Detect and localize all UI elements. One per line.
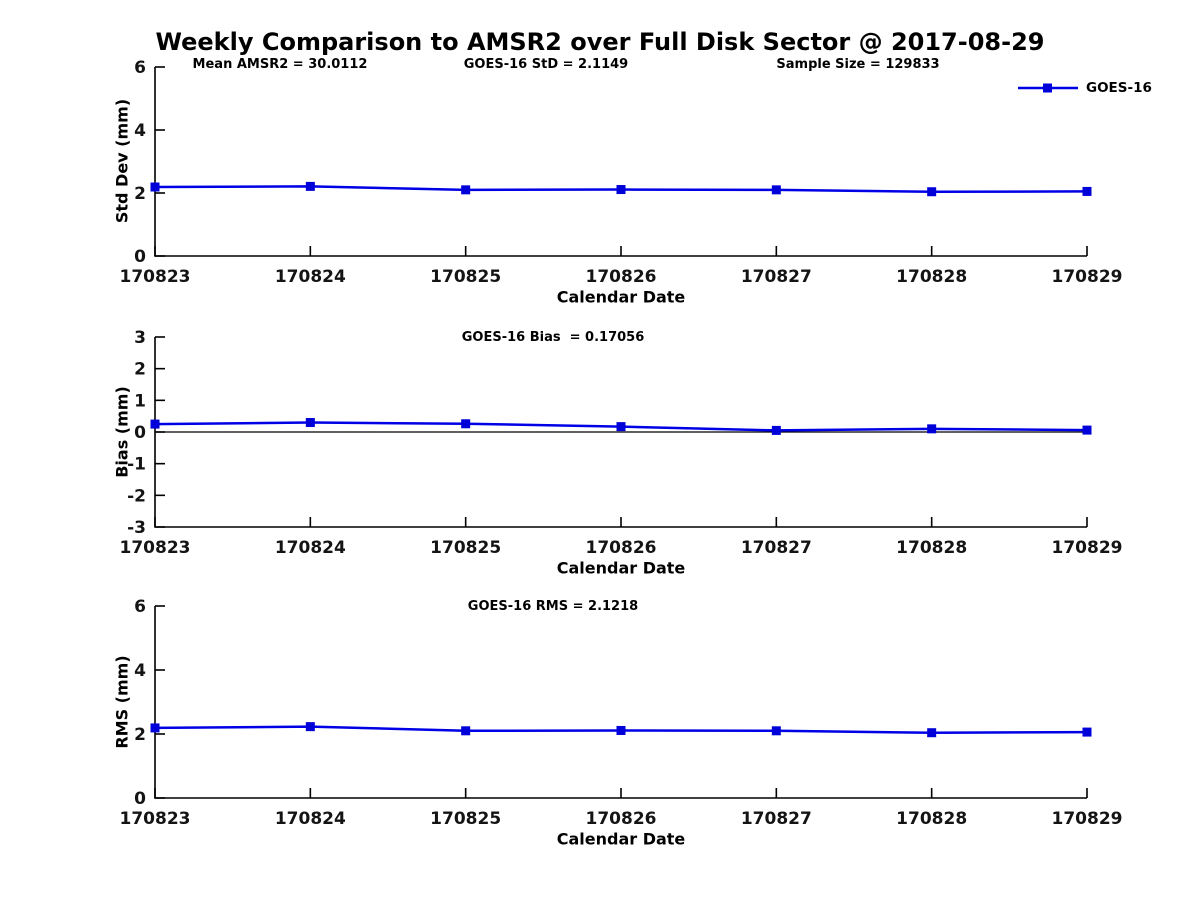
bias-plot-data-marker (461, 419, 471, 429)
bias-plot-title: GOES-16 Bias = 0.17056 (461, 330, 645, 345)
rms-plot-data-marker (150, 723, 160, 733)
rms-plot-axes-frame (154, 606, 1087, 799)
rms-x-axis-label: Calendar Date (556, 829, 686, 849)
bias-plot-x-tick-label: 170829 (1052, 538, 1123, 558)
stddev-y-axis-label: Std Dev (mm) (112, 98, 132, 224)
rms-plot-x-tick-label: 170824 (275, 809, 346, 829)
std-dev-plot-data-marker (150, 182, 160, 192)
rms-plot-x-tick-label: 170826 (586, 809, 657, 829)
figure-title: Weekly Comparison to AMSR2 over Full Dis… (155, 28, 1045, 56)
std-dev-plot-y-tick-label: 0 (134, 247, 146, 267)
std-dev-plot-data-marker (927, 187, 937, 197)
bias-plot-x-tick-label: 170824 (275, 538, 346, 558)
bias-plot-data-marker (616, 422, 626, 432)
rms-plot-x-tick-label: 170829 (1052, 809, 1123, 829)
rms-plot-title: GOES-16 RMS = 2.1218 (467, 599, 639, 614)
rms-plot-x-tick-label: 170825 (430, 809, 501, 829)
bias-plot-x-tick-label: 170823 (120, 538, 191, 558)
std-dev-plot-x-tick-label: 170828 (896, 267, 967, 287)
bias-plot-data-marker (771, 425, 781, 435)
rms-plot-data-marker (1082, 727, 1092, 737)
rms-plot-x-tick-label: 170823 (120, 809, 191, 829)
std-dev-plot-x-tick-label: 170824 (275, 267, 346, 287)
rms-plot-x-tick-label: 170827 (741, 809, 812, 829)
bias-plot-x-tick-label: 170827 (741, 538, 812, 558)
std-dev-plot-y-tick-label: 6 (134, 58, 146, 78)
bias-plot-data-marker (927, 424, 937, 434)
bias-plot-y-tick-label: -2 (127, 486, 146, 506)
rms-plot-y-tick-label: 0 (134, 789, 146, 809)
bias-x-axis-label: Calendar Date (556, 558, 686, 578)
std-dev-plot-x-tick-label: 170826 (586, 267, 657, 287)
annotation-sample-size: Sample Size = 129833 (776, 57, 940, 72)
std-dev-plot-data-marker (616, 185, 626, 195)
rms-y-axis-label: RMS (mm) (112, 655, 132, 749)
bias-plot-data-marker (150, 419, 160, 429)
std-dev-plot-data-marker (461, 185, 471, 195)
annotation-goes16-std: GOES-16 StD = 2.1149 (463, 57, 629, 72)
bias-plot-x-tick-label: 170825 (430, 538, 501, 558)
std-dev-plot-axes-frame (154, 67, 1087, 257)
rms-plot-data-marker (771, 726, 781, 736)
rms-plot-data-marker (461, 726, 471, 736)
std-dev-plot-x-tick-label: 170827 (741, 267, 812, 287)
bias-plot-y-tick-label: 3 (134, 328, 146, 348)
std-dev-plot-y-tick-label: 2 (134, 184, 146, 204)
bias-plot-x-tick-label: 170826 (586, 538, 657, 558)
rms-plot-data-marker (927, 728, 937, 738)
bias-plot-data-marker (1082, 425, 1092, 435)
bias-plot-y-tick-label: 1 (134, 391, 146, 411)
bias-plot-y-tick-label: -1 (127, 455, 146, 475)
bias-plot-y-tick-label: -3 (127, 518, 146, 538)
rms-plot-data-marker (616, 725, 626, 735)
bias-plot-data-marker (305, 418, 315, 427)
bias-y-axis-label: Bias (mm) (112, 386, 132, 478)
legend-label: GOES-16 (1086, 80, 1152, 96)
annotation-mean-amsr2: Mean AMSR2 = 30.0112 (192, 57, 368, 72)
rms-plot-x-tick-label: 170828 (896, 809, 967, 829)
std-dev-plot-y-tick-label: 4 (134, 121, 146, 141)
rms-plot-y-tick-label: 2 (134, 725, 146, 745)
legend: GOES-16 (1017, 80, 1152, 96)
bias-plot-x-tick-label: 170828 (896, 538, 967, 558)
std-dev-plot-data-marker (305, 181, 315, 191)
rms-plot-data-marker (305, 722, 315, 732)
rms-plot-y-tick-label: 4 (134, 661, 146, 681)
stddev-x-axis-label: Calendar Date (556, 287, 686, 307)
legend-line-marker-icon (1018, 83, 1078, 93)
rms-plot-y-tick-label: 6 (134, 597, 146, 617)
std-dev-plot-data-marker (771, 185, 781, 195)
std-dev-plot-x-tick-label: 170829 (1052, 267, 1123, 287)
bias-plot-y-tick-label: 0 (134, 423, 146, 443)
std-dev-plot-x-tick-label: 170823 (120, 267, 191, 287)
std-dev-plot-data-marker (1082, 186, 1092, 196)
std-dev-plot-x-tick-label: 170825 (430, 267, 501, 287)
bias-plot-y-tick-label: 2 (134, 360, 146, 380)
